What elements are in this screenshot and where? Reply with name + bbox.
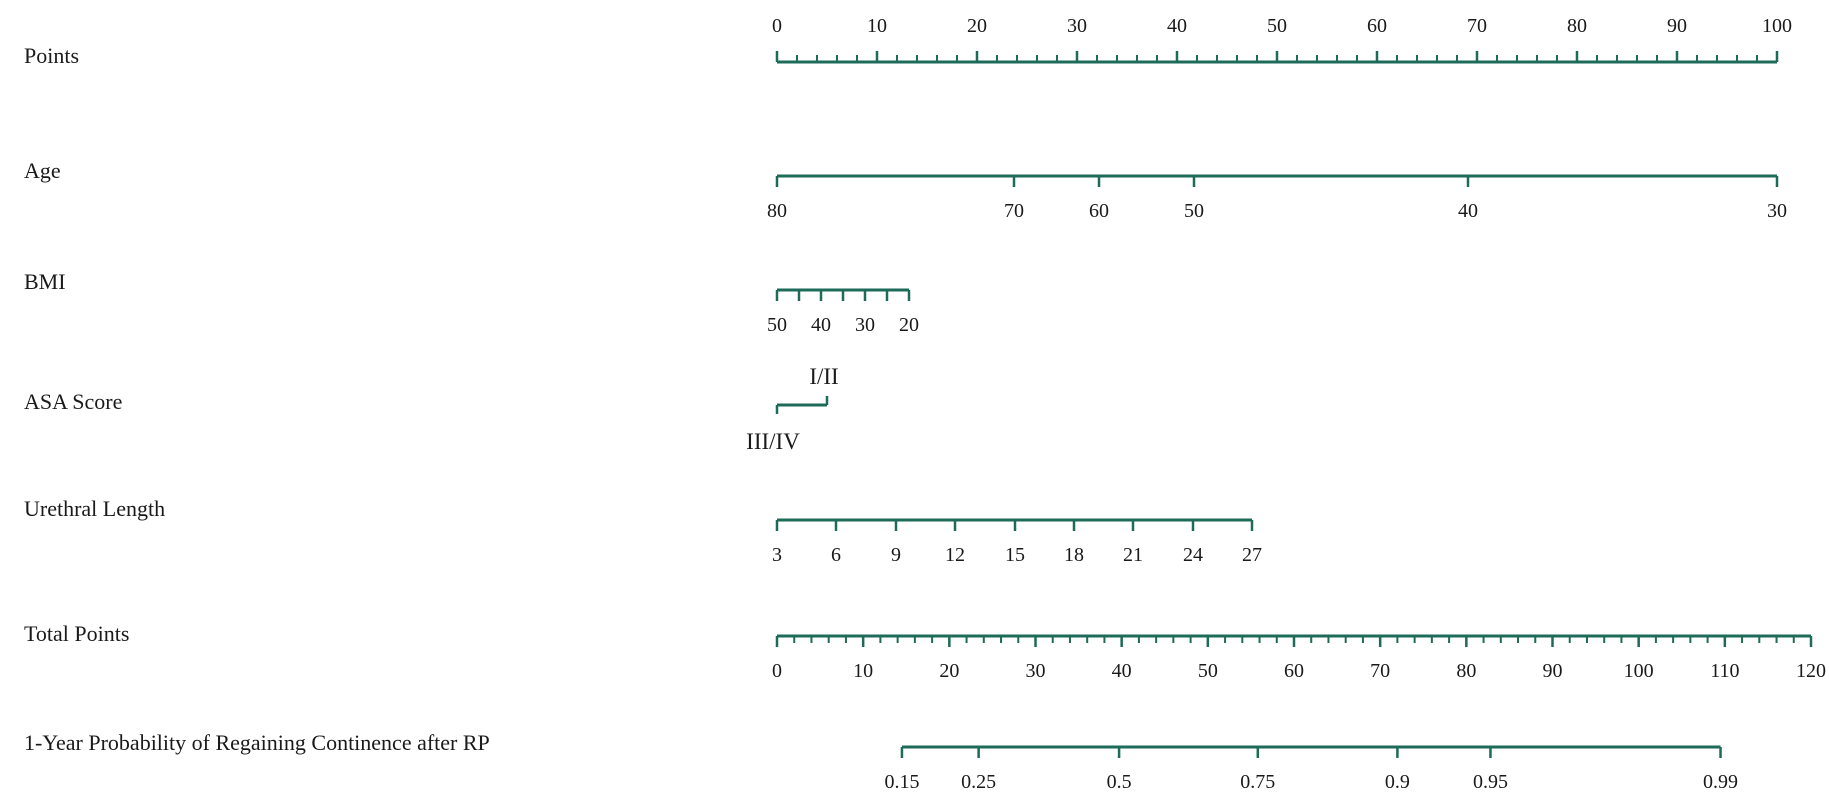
tick-label-1-year-probability-of-regaining-continence-after-rp: 0.15 <box>884 771 919 793</box>
tick-label-urethral-length: 24 <box>1183 544 1203 566</box>
tick-label-urethral-length: 3 <box>772 544 782 566</box>
tick-label-age: 30 <box>1767 200 1787 222</box>
tick-label-bmi: 20 <box>899 314 919 336</box>
tick-label-urethral-length: 18 <box>1064 544 1084 566</box>
tick-label-age: 60 <box>1089 200 1109 222</box>
tick-label-age: 40 <box>1458 200 1478 222</box>
tick-label-total-points: 70 <box>1370 660 1390 682</box>
category-label-asa-score: I/II <box>809 364 838 389</box>
tick-label-urethral-length: 27 <box>1242 544 1262 566</box>
tick-label-total-points: 0 <box>772 660 782 682</box>
tick-label-points: 70 <box>1467 15 1487 37</box>
tick-label-points: 90 <box>1667 15 1687 37</box>
tick-label-1-year-probability-of-regaining-continence-after-rp: 0.9 <box>1385 771 1410 793</box>
tick-label-total-points: 20 <box>939 660 959 682</box>
tick-label-1-year-probability-of-regaining-continence-after-rp: 0.95 <box>1473 771 1508 793</box>
tick-label-total-points: 100 <box>1624 660 1654 682</box>
tick-label-points: 40 <box>1167 15 1187 37</box>
tick-label-bmi: 40 <box>811 314 831 336</box>
row-label-urethral-length: Urethral Length <box>24 496 165 521</box>
tick-label-points: 60 <box>1367 15 1387 37</box>
tick-label-age: 70 <box>1004 200 1024 222</box>
tick-label-age: 50 <box>1184 200 1204 222</box>
tick-label-urethral-length: 9 <box>891 544 901 566</box>
row-label-points: Points <box>24 43 79 68</box>
tick-label-1-year-probability-of-regaining-continence-after-rp: 0.99 <box>1703 771 1738 793</box>
tick-label-points: 80 <box>1567 15 1587 37</box>
tick-label-urethral-length: 21 <box>1123 544 1143 566</box>
tick-label-1-year-probability-of-regaining-continence-after-rp: 0.5 <box>1107 771 1132 793</box>
tick-label-points: 0 <box>772 15 782 37</box>
tick-label-points: 100 <box>1762 15 1792 37</box>
tick-label-total-points: 60 <box>1284 660 1304 682</box>
tick-label-total-points: 50 <box>1198 660 1218 682</box>
tick-label-total-points: 10 <box>853 660 873 682</box>
row-label-asa-score: ASA Score <box>24 389 122 414</box>
tick-label-points: 10 <box>867 15 887 37</box>
tick-label-1-year-probability-of-regaining-continence-after-rp: 0.75 <box>1240 771 1275 793</box>
tick-label-points: 20 <box>967 15 987 37</box>
tick-label-total-points: 40 <box>1112 660 1132 682</box>
tick-label-total-points: 110 <box>1710 660 1739 682</box>
tick-label-bmi: 50 <box>767 314 787 336</box>
tick-label-urethral-length: 15 <box>1005 544 1025 566</box>
tick-label-total-points: 80 <box>1456 660 1476 682</box>
tick-label-total-points: 120 <box>1796 660 1826 682</box>
row-label-age: Age <box>24 158 61 183</box>
row-label-total-points: Total Points <box>24 621 129 646</box>
tick-label-urethral-length: 6 <box>831 544 841 566</box>
tick-label-1-year-probability-of-regaining-continence-after-rp: 0.25 <box>961 771 996 793</box>
tick-label-age: 80 <box>767 200 787 222</box>
tick-label-bmi: 30 <box>855 314 875 336</box>
tick-label-points: 50 <box>1267 15 1287 37</box>
tick-label-total-points: 90 <box>1543 660 1563 682</box>
row-label-bmi: BMI <box>24 269 66 294</box>
tick-label-points: 30 <box>1067 15 1087 37</box>
tick-label-urethral-length: 12 <box>945 544 965 566</box>
row-label-1-year-probability-of-regaining-continence-after-rp: 1-Year Probability of Regaining Continen… <box>24 730 490 755</box>
tick-label-total-points: 30 <box>1026 660 1046 682</box>
category-label-asa-score: III/IV <box>746 429 800 454</box>
